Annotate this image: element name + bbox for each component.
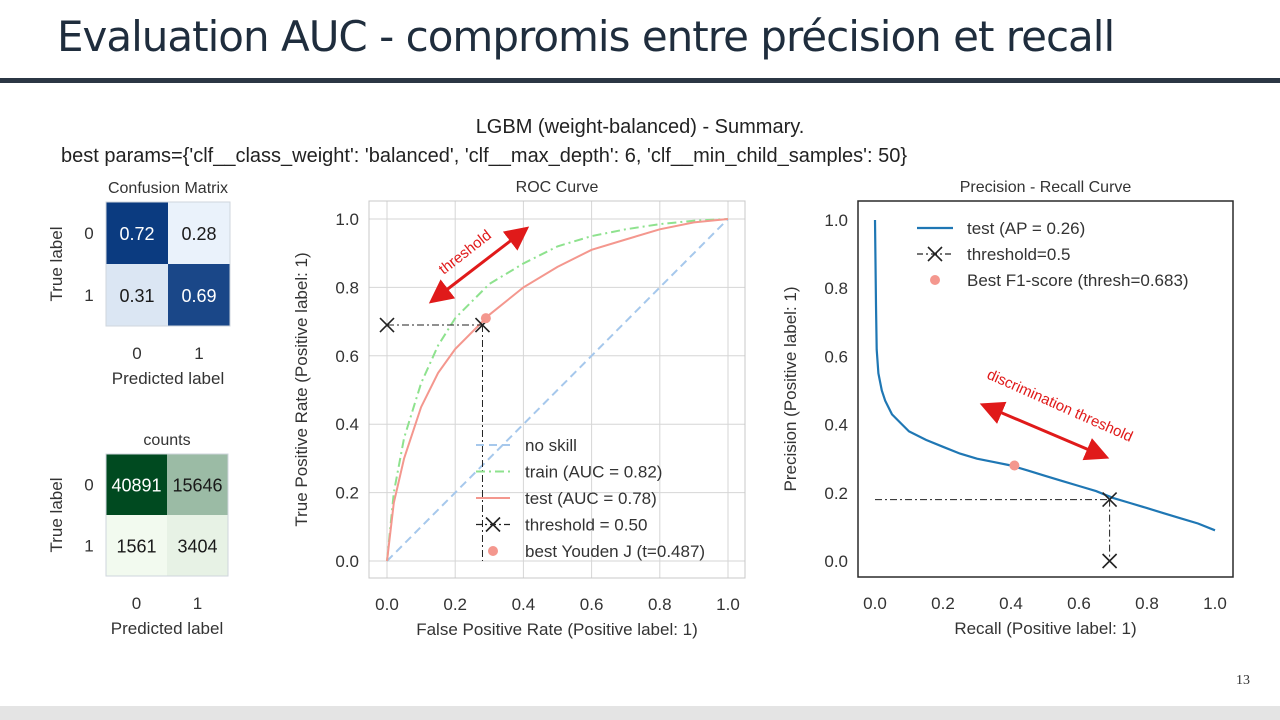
heatmap-cell [167,454,228,515]
threshold-annotation-text: threshold [436,227,495,278]
legend-label: threshold=0.5 [967,245,1071,264]
heatmap-cell [167,515,228,576]
pr-series-line [873,219,1216,532]
y-axis-label: True label [47,478,66,553]
y-tick-label: 0.6 [335,347,359,366]
heatmap-frame [105,453,229,577]
x-tick-label: 0.4 [512,595,536,614]
heatmap-cell [168,264,230,326]
precision-recall-panel: Precision - Recall Curve 0.0 0.2 0.4 0.6 0.8 1… [781,179,1234,638]
y-tick-label: 0.6 [824,347,848,366]
x-tick-label: 0.8 [648,595,672,614]
y-tick-label: 1.0 [824,211,848,230]
roc-series-line [386,218,729,562]
heatmap-cell-label: 15646 [172,476,222,496]
x-tick-label: 0.6 [1067,594,1091,613]
title-divider [0,78,1280,83]
y-tick-label: 0.0 [824,552,848,571]
x-tick-label: 0.0 [375,595,399,614]
y-tick-label: 1 [84,537,93,556]
footer-band [0,706,1280,720]
confusion-matrix-panel: Confusion Matrix 0.72 0.28 0.31 0.69 0 1 0 1 Pred… [47,180,231,388]
threshold-annotation-arrow [428,226,530,304]
x-tick-label: 1.0 [716,595,740,614]
legend-label: test (AUC = 0.78) [525,489,657,508]
heatmap-cell [168,202,230,264]
heatmap-cell-label: 0.69 [181,286,216,306]
x-axis-label: Recall (Positive label: 1) [954,619,1136,638]
y-axis-label: True Positive Rate (Positive label: 1) [292,252,311,526]
y-tick-label: 0.2 [335,484,359,503]
heatmap-cell [106,454,167,515]
figure-subtitle: best params={'clf__class_weight': 'balan… [61,145,908,167]
best-youden-point [480,313,491,324]
heatmap-cell-label: 0.72 [119,224,154,244]
legend-label: threshold = 0.50 [525,516,647,535]
x-tick-label: 0 [132,594,141,613]
x-tick-label: 1 [193,594,202,613]
y-tick-label: 0 [84,224,93,243]
best-f1-point [1009,460,1020,471]
x-tick-label: 0.2 [931,594,955,613]
heatmap-cell [106,515,167,576]
threshold-marker [1102,492,1118,508]
y-tick-label: 0.8 [824,279,848,298]
y-axis-label: Precision (Positive label: 1) [781,286,800,491]
y-tick-label: 0 [84,476,93,495]
plot-frame [857,200,1234,578]
heatmap-title: counts [143,432,190,449]
page-number: 13 [1236,673,1250,688]
threshold-marker [485,516,501,533]
legend-label: train (AUC = 0.82) [525,463,662,482]
legend-swatch [488,546,498,556]
legend-label: test (AP = 0.26) [967,219,1085,238]
heatmap-cell-label: 0.31 [119,286,154,306]
heatmap-cell-label: 40891 [111,476,161,496]
legend-swatch [930,275,940,285]
y-tick-label: 1.0 [335,210,359,229]
heatmap-frame [105,201,231,327]
x-tick-label: 0.6 [580,595,604,614]
y-tick-label: 0.2 [824,484,848,503]
figure-title: LGBM (weight-balanced) - Summary. [475,116,805,138]
x-axis-label: Predicted label [111,619,223,638]
discrimination-annotation-arrow [979,401,1110,461]
y-tick-label: 0.0 [335,552,359,571]
y-axis-label: True label [47,227,66,302]
heatmap-title: Confusion Matrix [108,180,228,197]
heatmap-cell-label: 1561 [116,537,156,557]
legend-label: no skill [525,436,577,455]
x-tick-label: 0.0 [863,594,887,613]
x-tick-label: 1 [194,344,203,363]
chart-title: Precision - Recall Curve [960,179,1132,196]
y-tick-label: 0.4 [824,416,848,435]
plot-frame [368,200,746,579]
heatmap-cell-label: 3404 [177,537,217,557]
x-tick-label: 0.8 [1135,594,1159,613]
roc-curve-panel: ROC Curve 0.0 0.2 0.4 0.6 0.8 1.0 0.0 0.2 0.4 0.6 0… [292,179,746,639]
discrimination-annotation-text: discrimination threshold [984,366,1135,446]
x-tick-label: 0 [132,344,141,363]
y-tick-label: 0.8 [335,278,359,297]
chart-title: ROC Curve [516,179,599,196]
legend-label: best Youden J (t=0.487) [525,542,705,561]
y-tick-label: 1 [84,286,93,305]
threshold-marker [927,246,943,262]
x-tick-label: 1.0 [1203,594,1227,613]
x-axis-label: False Positive Rate (Positive label: 1) [416,620,698,639]
threshold-marker [379,317,395,333]
x-tick-label: 0.2 [443,595,467,614]
heatmap-cell [106,202,168,264]
heatmap-cell [106,264,168,326]
x-tick-label: 0.4 [999,594,1023,613]
threshold-marker [1102,553,1118,569]
heatmap-cell-label: 0.28 [181,224,216,244]
counts-matrix-panel: counts 40891 15646 1561 3404 0 1 0 1 Predicted la… [47,432,229,638]
slide-title: Evaluation AUC - compromis entre précisi… [57,12,1115,61]
x-axis-label: Predicted label [112,369,224,388]
legend-label: Best F1-score (thresh=0.683) [967,271,1189,290]
y-tick-label: 0.4 [335,415,359,434]
